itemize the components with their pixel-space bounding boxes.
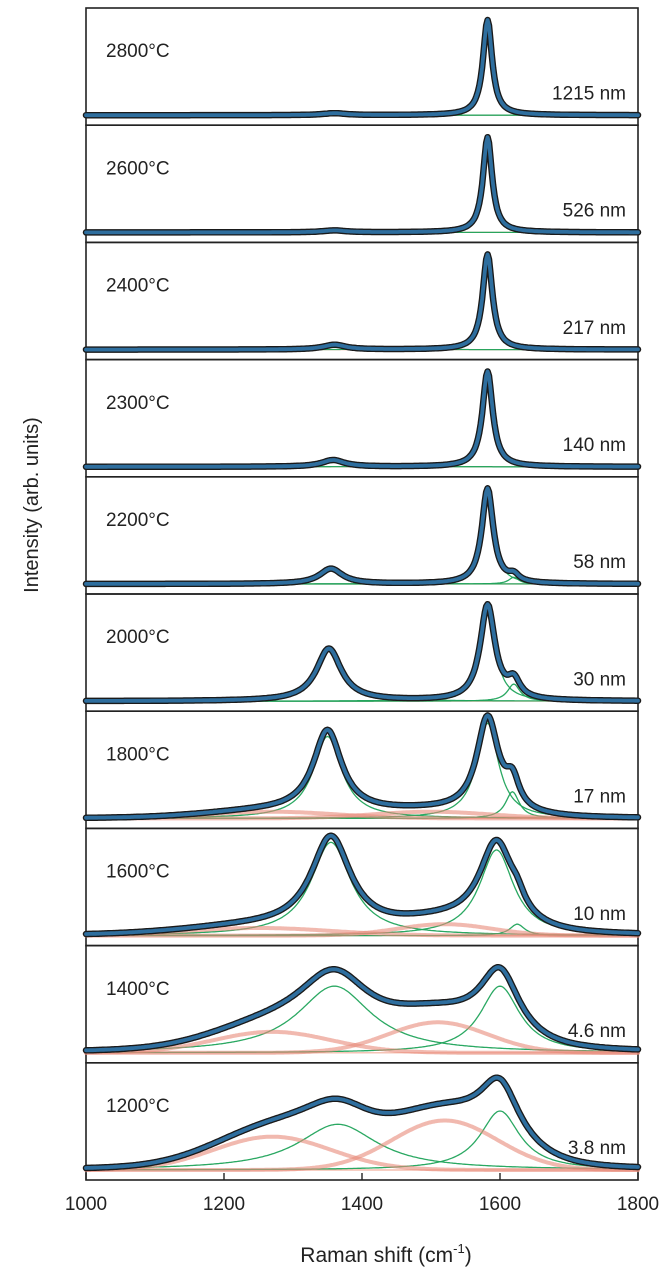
x-axis-label-end: )	[465, 1244, 472, 1267]
temperature-label: 1200°C	[106, 1096, 170, 1117]
crystallite-size-label: 1215 nm	[552, 83, 626, 104]
measured-spectrum	[84, 713, 640, 820]
measured-spectrum-outline	[82, 600, 642, 705]
panel-frame	[85, 124, 639, 244]
temperature-label: 2000°C	[106, 627, 170, 648]
panel-frame	[85, 475, 639, 595]
measured-spectrum	[84, 135, 640, 235]
broad-component-curve	[84, 1118, 640, 1172]
panels-layer: 2800°C 1215 nm 2600°C 526 nm 2400°C 217 nm 230…	[82, 7, 642, 1181]
x-tick-label: 1000	[65, 1194, 107, 1215]
broad-component-curve	[84, 1134, 640, 1172]
x-tick-label: 1400	[341, 1194, 383, 1215]
measured-spectrum	[84, 369, 640, 469]
measured-spectrum-outline	[82, 133, 642, 236]
x-tick-label: 1800	[617, 1194, 659, 1215]
panel-7: 1800°C 17 nm	[82, 710, 642, 830]
crystallite-size-label: 526 nm	[563, 201, 626, 222]
panel-frame	[85, 241, 639, 361]
y-axis-label: Intensity (arb. units)	[21, 417, 43, 593]
measured-spectrum-outline	[82, 832, 642, 938]
panel-3: 2400°C 217 nm	[82, 241, 642, 361]
crystallite-size-label: 10 nm	[573, 904, 626, 925]
lorentzian-component-curve	[85, 369, 639, 468]
temperature-label: 1600°C	[106, 862, 170, 883]
broad-component-curve	[84, 1029, 640, 1055]
measured-spectrum	[84, 965, 640, 1053]
broad-component-curve	[84, 1020, 640, 1055]
panel-8: 1600°C 10 nm	[82, 827, 642, 947]
panel-6: 2000°C 30 nm	[82, 593, 642, 712]
crystallite-size-label: 4.6 nm	[568, 1021, 626, 1042]
lorentzian-component-curve	[85, 137, 639, 234]
temperature-label: 2400°C	[106, 276, 170, 297]
measured-spectrum	[84, 833, 640, 936]
crystallite-size-label: 58 nm	[573, 552, 626, 573]
crystallite-size-label: 17 nm	[573, 787, 626, 808]
temperature-label: 2600°C	[106, 158, 170, 179]
broad-component-curve	[84, 922, 640, 938]
x-axis: 1000 1200 1400 1600 1800	[65, 1173, 659, 1215]
measured-spectrum-outline	[82, 485, 642, 588]
temperature-label: 2300°C	[106, 393, 170, 414]
temperature-label: 2800°C	[106, 41, 170, 62]
crystallite-size-label: 3.8 nm	[568, 1138, 626, 1159]
measured-spectrum	[84, 486, 640, 586]
lorentzian-component-curve	[85, 722, 639, 819]
lorentzian-component-curve	[85, 251, 639, 351]
panel-frame	[85, 358, 639, 478]
temperature-label: 2200°C	[106, 510, 170, 531]
lorentzian-component-curve	[85, 604, 639, 702]
broad-component-curve	[84, 809, 640, 821]
measured-spectrum	[84, 1075, 640, 1170]
crystallite-size-label: 140 nm	[563, 435, 626, 456]
temperature-label: 1800°C	[106, 744, 170, 765]
lorentzian-component-curve	[85, 486, 639, 585]
measured-spectrum-outline	[82, 368, 642, 471]
panel-10: 1200°C 3.8 nm	[82, 1062, 642, 1181]
panel-frame	[85, 7, 639, 126]
measured-spectrum	[84, 18, 640, 118]
panel-1: 2800°C 1215 nm	[82, 7, 642, 126]
measured-spectrum	[84, 602, 640, 703]
x-tick-label: 1200	[203, 1194, 245, 1215]
x-axis-label-sup: -1	[453, 1241, 465, 1256]
panel-4: 2300°C 140 nm	[82, 358, 642, 478]
x-tick-label: 1600	[479, 1194, 521, 1215]
x-axis-label-main: Raman shift (cm	[300, 1244, 453, 1267]
panel-5: 2200°C 58 nm	[82, 475, 642, 595]
temperature-label: 1400°C	[106, 979, 170, 1000]
lorentzian-component-curve	[85, 1123, 639, 1170]
panel-2: 2600°C 526 nm	[82, 124, 642, 244]
measured-spectrum-outline	[82, 251, 642, 353]
crystallite-size-label: 30 nm	[573, 669, 626, 690]
x-axis-label: Raman shift (cm-1)	[300, 1241, 471, 1267]
crystallite-size-label: 217 nm	[563, 318, 626, 339]
measured-spectrum	[84, 252, 640, 352]
panel-9: 1400°C 4.6 nm	[82, 944, 642, 1064]
